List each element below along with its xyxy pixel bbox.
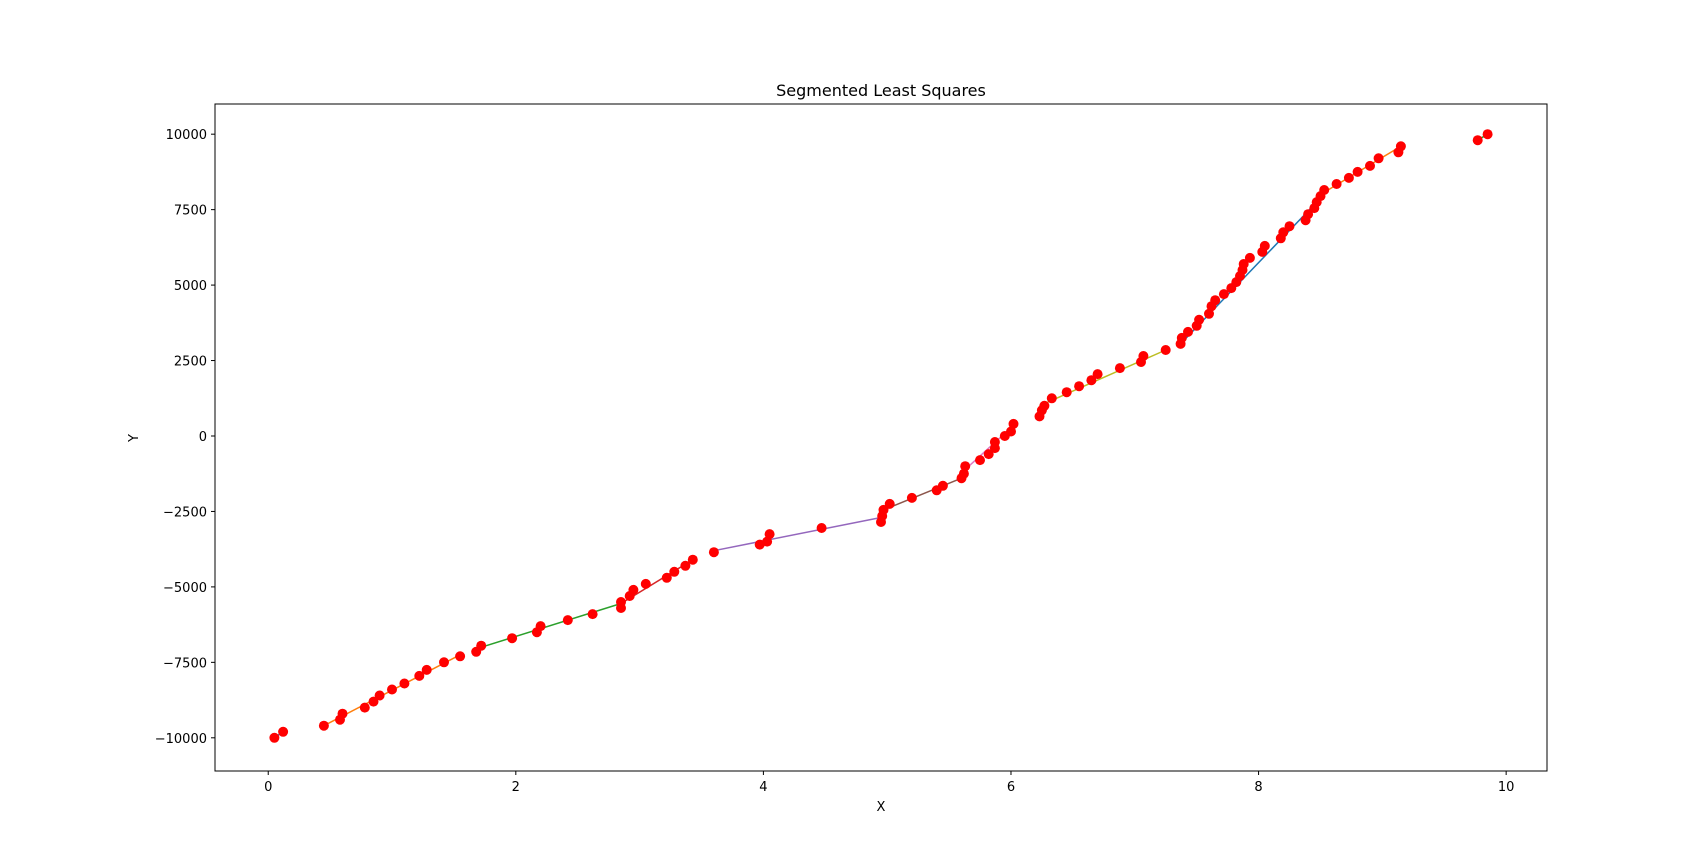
data-point [1092,369,1103,380]
data-point [1395,141,1406,152]
y-tick-label: 2500 [174,355,207,370]
data-point [1278,227,1289,238]
x-axis-label: X [877,800,886,815]
data-point [1204,308,1214,319]
data-point [476,640,487,651]
y-tick-label: −7500 [163,656,207,671]
segment-line-5 [713,516,882,552]
data-point [989,437,1000,447]
data-point [661,572,672,583]
data-point [414,670,425,681]
x-tick-label: 10 [1498,780,1515,795]
data-point [1365,160,1375,171]
y-tick-label: 7500 [174,204,207,219]
data-point [687,554,698,565]
data-point [1138,351,1149,361]
data-point [1114,363,1125,374]
y-tick-label: −10000 [155,732,207,747]
y-tick-label: −5000 [163,581,207,596]
y-axis-label: Y [127,434,142,443]
data-point [1331,179,1342,189]
x-tick-label: 0 [264,780,272,795]
data-point [1039,400,1050,411]
x-tick-label: 8 [1254,780,1262,795]
chart-title: Segmented Least Squares [776,81,986,100]
x-axis: 0 2 4 6 8 10 [264,771,1514,795]
data-point [1176,332,1187,343]
data-point [562,615,573,626]
y-tick-label: 5000 [174,279,207,294]
data-point [1303,209,1314,220]
data-point [1343,172,1354,183]
data-point [616,597,626,607]
data-point [906,492,917,503]
data-point [1086,375,1097,386]
data-point [764,529,775,540]
data-point [337,708,348,719]
data-point [1218,289,1229,300]
x-tick-label: 2 [512,780,520,795]
y-tick-label: 0 [199,430,207,445]
data-point [1194,314,1205,325]
data-point [399,678,410,689]
data-point [1008,418,1019,429]
data-point [937,480,948,491]
data-point [1046,393,1057,404]
x-tick-label: 4 [759,780,767,795]
data-point [878,504,889,515]
data-point [640,578,651,589]
data-point [680,560,691,571]
data-point [318,720,329,731]
data-point [1319,185,1330,195]
data-point [975,455,985,466]
data-point [269,732,280,743]
data-point [884,498,895,509]
data-point [1210,295,1221,306]
data-point [368,696,379,707]
data-point [374,690,385,701]
data-point [1183,326,1193,337]
segment-line-6 [883,477,962,511]
data-point [983,449,994,460]
data-point [669,566,680,577]
y-tick-label: 10000 [166,128,207,143]
data-point [1472,135,1483,146]
data-point [587,609,598,620]
plot-frame [214,103,1548,772]
x-tick-label: 6 [1007,780,1015,795]
data-point [387,684,397,695]
data-point [1284,221,1295,232]
data-point [1482,129,1493,140]
y-axis: −10000 −7500 −5000 −2500 0 2500 5000 7500 10000 [155,128,215,747]
data-point [1373,153,1384,164]
data-point [958,468,969,479]
data-point [421,664,432,675]
data-point [535,621,546,632]
data-point [439,657,449,668]
data-point [816,523,827,533]
plot-area [269,129,1493,743]
segment-line-3 [475,602,622,650]
data-point [1238,259,1249,269]
data-point [708,547,719,558]
data-point [1006,426,1016,437]
data-point [507,633,518,644]
data-point [1259,240,1270,251]
data-point [359,702,370,713]
data-point [1061,387,1072,398]
data-point [1160,345,1171,355]
data-point [960,461,971,472]
data-point [1244,252,1255,263]
data-point [455,651,466,662]
data-point [1352,166,1363,177]
y-tick-label: −2500 [163,505,207,520]
data-point [628,584,639,595]
data-point [278,726,289,737]
data-point [1074,381,1085,392]
